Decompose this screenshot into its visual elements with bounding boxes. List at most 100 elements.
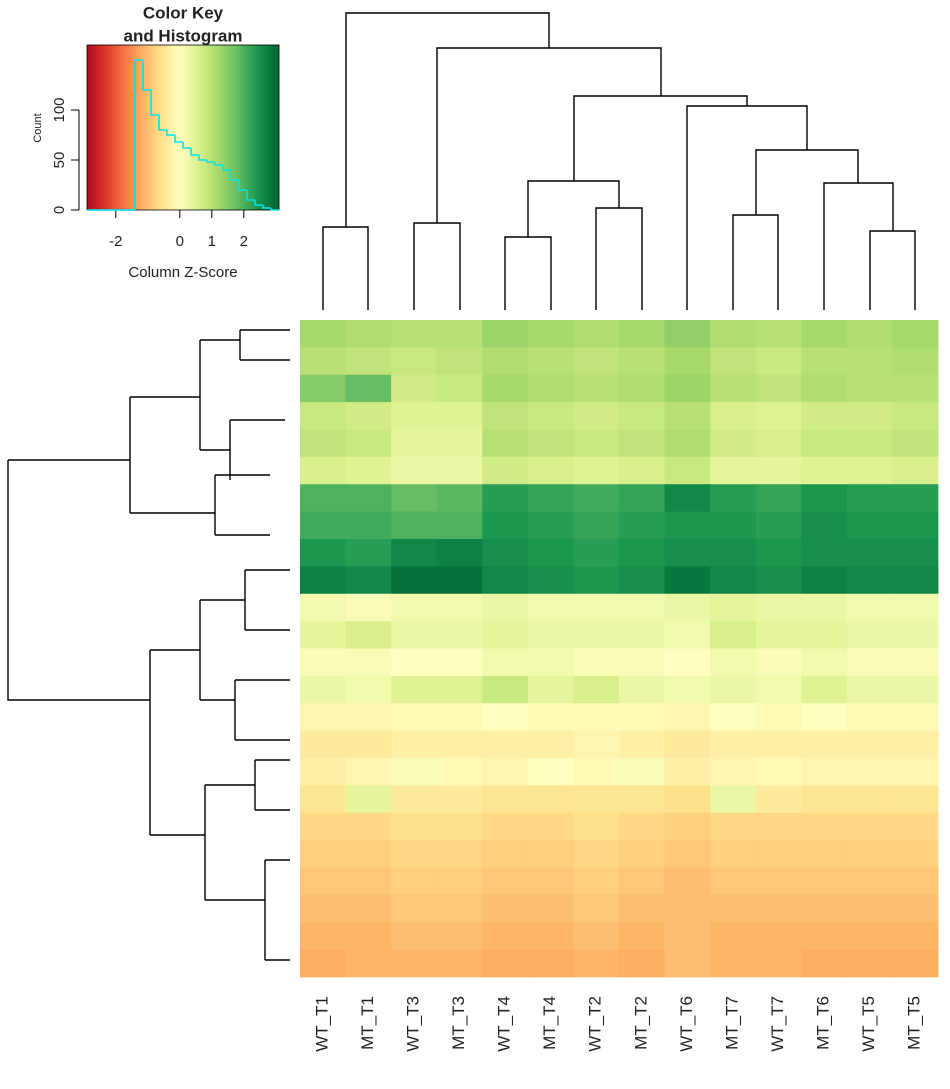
x-tick-label: 0 — [176, 233, 184, 250]
heatmap-cell — [664, 456, 711, 485]
heatmap-cell — [710, 566, 757, 595]
heatmap-cell — [391, 456, 438, 485]
heatmap-cell — [436, 347, 483, 376]
heatmap-cell — [892, 320, 939, 348]
heatmap-cell — [892, 566, 939, 595]
heatmap-cell — [664, 511, 711, 540]
heatmap-cell — [527, 456, 574, 485]
heatmap-cell — [892, 621, 939, 649]
heatmap-cell — [527, 374, 574, 403]
heatmap-cell — [892, 730, 939, 759]
heatmap-cell — [846, 894, 893, 923]
heatmap-cell — [664, 675, 711, 704]
heatmap-cell — [846, 922, 893, 951]
heatmap-cell — [755, 812, 802, 841]
heatmap-cell — [710, 374, 757, 403]
column-label: WT_T7 — [768, 996, 787, 1052]
heatmap-cell — [801, 402, 848, 430]
heatmap-cell — [664, 566, 711, 595]
heatmap-cell — [573, 347, 620, 376]
heatmap-cell — [801, 840, 848, 868]
heatmap-cell — [300, 703, 346, 732]
heatmap-cell — [527, 648, 574, 677]
heatmap-cell — [345, 402, 392, 430]
heatmap-cell — [892, 949, 939, 978]
heatmap-cell — [436, 621, 483, 649]
heatmap-cell — [892, 922, 939, 951]
heatmap-cell — [801, 894, 848, 923]
heatmap-cell — [391, 730, 438, 759]
heatmap-cell — [300, 675, 346, 704]
heatmap-cell — [710, 621, 757, 649]
heatmap-cell — [482, 867, 529, 896]
heatmap-cell — [710, 894, 757, 923]
heatmap-cell — [801, 867, 848, 896]
heatmap-cell — [482, 429, 529, 458]
heatmap-cell — [846, 456, 893, 485]
heatmap-cell — [527, 758, 574, 786]
heatmap-cell — [527, 593, 574, 622]
heatmap-cell — [664, 374, 711, 403]
heatmap-cell — [391, 429, 438, 458]
heatmap-cell — [801, 758, 848, 786]
heatmap-cell — [846, 621, 893, 649]
heatmap-cell — [345, 867, 392, 896]
heatmap-cell — [345, 539, 392, 567]
heatmap-cell — [619, 429, 665, 458]
heatmap-cell — [436, 922, 483, 951]
column-label: WT_T2 — [586, 996, 605, 1052]
heatmap-cell — [710, 593, 757, 622]
heatmap-cell — [892, 539, 939, 567]
heatmap-cell — [664, 922, 711, 951]
heatmap-cell — [527, 320, 574, 348]
histogram-bin — [150, 90, 159, 116]
histogram-bin — [254, 200, 263, 206]
heatmap-cell — [710, 539, 757, 567]
heatmap-cell — [664, 949, 711, 978]
heatmap-cell — [345, 429, 392, 458]
heatmap-cell — [801, 675, 848, 704]
column-label: WT_T3 — [403, 996, 422, 1052]
heatmap-cell — [482, 593, 529, 622]
heatmap-cell — [573, 703, 620, 732]
heatmap-cell — [664, 730, 711, 759]
heatmap-cell — [573, 484, 620, 513]
heatmap-cell — [573, 949, 620, 978]
heatmap-cell — [482, 621, 529, 649]
column-dendrogram — [322, 12, 916, 310]
heatmap-cell — [892, 785, 939, 814]
heatmap-cell — [482, 320, 529, 348]
heatmap-cell — [846, 675, 893, 704]
heatmap-cell — [710, 347, 757, 376]
heatmap-cell — [527, 785, 574, 814]
heatmap-cell — [300, 758, 346, 786]
heatmap-cell — [755, 785, 802, 814]
heatmap-cell — [527, 484, 574, 513]
heatmap-cell — [710, 320, 757, 348]
heatmap-cell — [846, 566, 893, 595]
heatmap-cell — [710, 648, 757, 677]
heatmap-cell — [573, 320, 620, 348]
heatmap-cell — [573, 675, 620, 704]
heatmap-cell — [619, 621, 665, 649]
heatmap-cell — [527, 812, 574, 841]
heatmap-cell — [755, 347, 802, 376]
heatmap-cell — [345, 347, 392, 376]
heatmap-cell — [801, 320, 848, 348]
heatmap-cell — [391, 675, 438, 704]
heatmap-cell — [573, 730, 620, 759]
heatmap-cell — [391, 347, 438, 376]
heatmap-cell — [482, 758, 529, 786]
heatmap-cell — [300, 320, 346, 348]
heatmap-cell — [436, 812, 483, 841]
heatmap-cell — [345, 922, 392, 951]
heatmap-cell — [755, 648, 802, 677]
heatmap-cell — [482, 648, 529, 677]
heatmap-cell — [527, 867, 574, 896]
heatmap-cell — [755, 511, 802, 540]
heatmap-cell — [710, 511, 757, 540]
heatmap-cell — [391, 593, 438, 622]
heatmap-cell — [300, 840, 346, 868]
column-label: WT_T6 — [677, 996, 696, 1052]
